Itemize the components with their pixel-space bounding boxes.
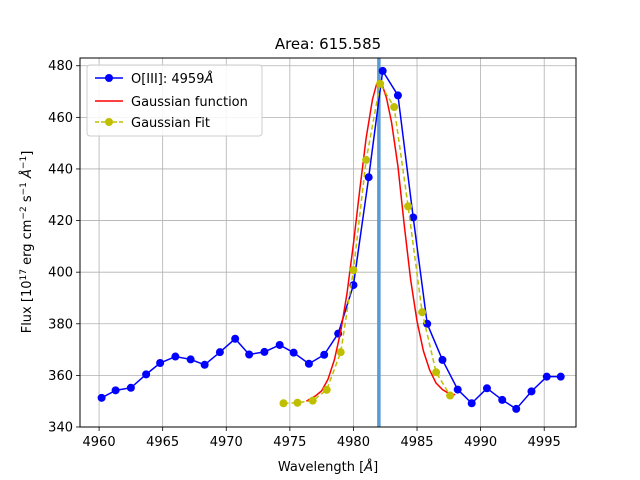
data-point-observed (453, 385, 462, 394)
data-point-observed (320, 350, 329, 359)
data-point-observed (438, 355, 447, 364)
chart-title: Area: 615.585 (275, 35, 381, 53)
y-tick-label: 460 (48, 111, 73, 126)
data-point-observed (498, 395, 507, 404)
data-point-gaussian-fit (432, 368, 441, 377)
legend-marker-gaussian-fit (105, 118, 113, 126)
series-gaussian-fit (279, 79, 455, 408)
data-point-gaussian-fit (279, 399, 288, 408)
y-tick-label: 340 (48, 421, 73, 436)
data-point-observed (245, 350, 254, 359)
series-line-gaussian-function (306, 80, 456, 402)
y-axis-label: Flux [1017 erg cm−2 s−1 Å−1] (19, 151, 35, 334)
data-point-observed (423, 319, 432, 328)
data-point-gaussian-fit (418, 308, 427, 317)
legend-entry-observed: O[III]: 4959Å (95, 71, 213, 87)
data-point-observed (171, 352, 180, 361)
data-point-observed (467, 399, 476, 408)
data-point-gaussian-fit (376, 79, 385, 88)
data-point-observed (215, 348, 224, 357)
x-tick-label: 4975 (273, 435, 306, 450)
data-point-observed (200, 360, 209, 369)
legend-entry-gaussian-function: Gaussian function (95, 95, 248, 110)
legend-label-gaussian-function: Gaussian function (131, 95, 248, 110)
legend: O[III]: 4959Å Gaussian function Gaussian… (86, 64, 263, 137)
x-axis-unit: Å (363, 459, 373, 475)
data-point-observed (512, 404, 521, 413)
data-point-observed (142, 370, 151, 379)
data-point-observed (186, 355, 195, 364)
data-point-observed (556, 372, 565, 381)
data-point-gaussian-fit (293, 398, 302, 407)
data-point-gaussian-fit (446, 391, 455, 400)
data-point-observed (482, 384, 491, 393)
y-tick-label: 480 (48, 59, 73, 74)
data-point-gaussian-fit (362, 155, 371, 164)
data-point-observed (126, 383, 135, 392)
data-point-gaussian-fit (404, 202, 413, 211)
data-point-gaussian-fit (322, 385, 331, 394)
y-tick-label: 400 (48, 266, 73, 281)
data-point-observed (231, 334, 240, 343)
x-tick-label: 4985 (400, 435, 433, 450)
data-point-gaussian-fit (349, 266, 358, 275)
x-tick-label: 4990 (464, 435, 497, 450)
data-point-observed (111, 386, 120, 395)
data-point-observed (542, 372, 551, 381)
legend-box (86, 64, 263, 137)
data-point-observed (289, 348, 298, 357)
x-axis: 4960 4965 4970 4975 4980 4985 4990 4995 (83, 427, 561, 450)
series-gaussian-function (306, 80, 456, 402)
legend-marker-observed (105, 74, 113, 82)
data-point-observed (393, 91, 402, 100)
legend-entry-gaussian-fit: Gaussian Fit (95, 116, 210, 131)
data-point-gaussian-fit (390, 103, 399, 112)
y-tick-label: 420 (48, 214, 73, 229)
plot-frame (79, 57, 577, 428)
data-point-observed (97, 393, 106, 402)
data-point-observed (275, 340, 284, 349)
legend-label-observed: O[III]: 4959Å (131, 71, 213, 87)
data-point-observed (156, 359, 165, 368)
data-point-gaussian-fit (308, 396, 317, 405)
data-point-observed (364, 173, 373, 182)
x-tick-label: 4970 (210, 435, 243, 450)
y-tick-label: 380 (48, 317, 73, 332)
data-point-observed (409, 213, 418, 222)
x-tick-label: 4995 (528, 435, 561, 450)
y-tick-label: 440 (48, 162, 73, 177)
x-tick-label: 4980 (337, 435, 370, 450)
x-tick-label: 4960 (83, 435, 116, 450)
legend-label-gaussian-fit: Gaussian Fit (131, 116, 210, 131)
y-axis: 340 360 380 400 420 440 460 480 (48, 59, 80, 436)
data-point-observed (304, 359, 313, 368)
data-point-observed (378, 66, 387, 75)
x-tick-label: 4965 (146, 435, 179, 450)
data-point-observed (527, 387, 536, 396)
series-observed (97, 66, 565, 413)
y-tick-label: 360 (48, 369, 73, 384)
series-layer (97, 58, 565, 427)
data-point-observed (260, 347, 269, 356)
x-axis-label: Wavelength [Å] (278, 459, 378, 475)
data-point-gaussian-fit (336, 348, 345, 357)
